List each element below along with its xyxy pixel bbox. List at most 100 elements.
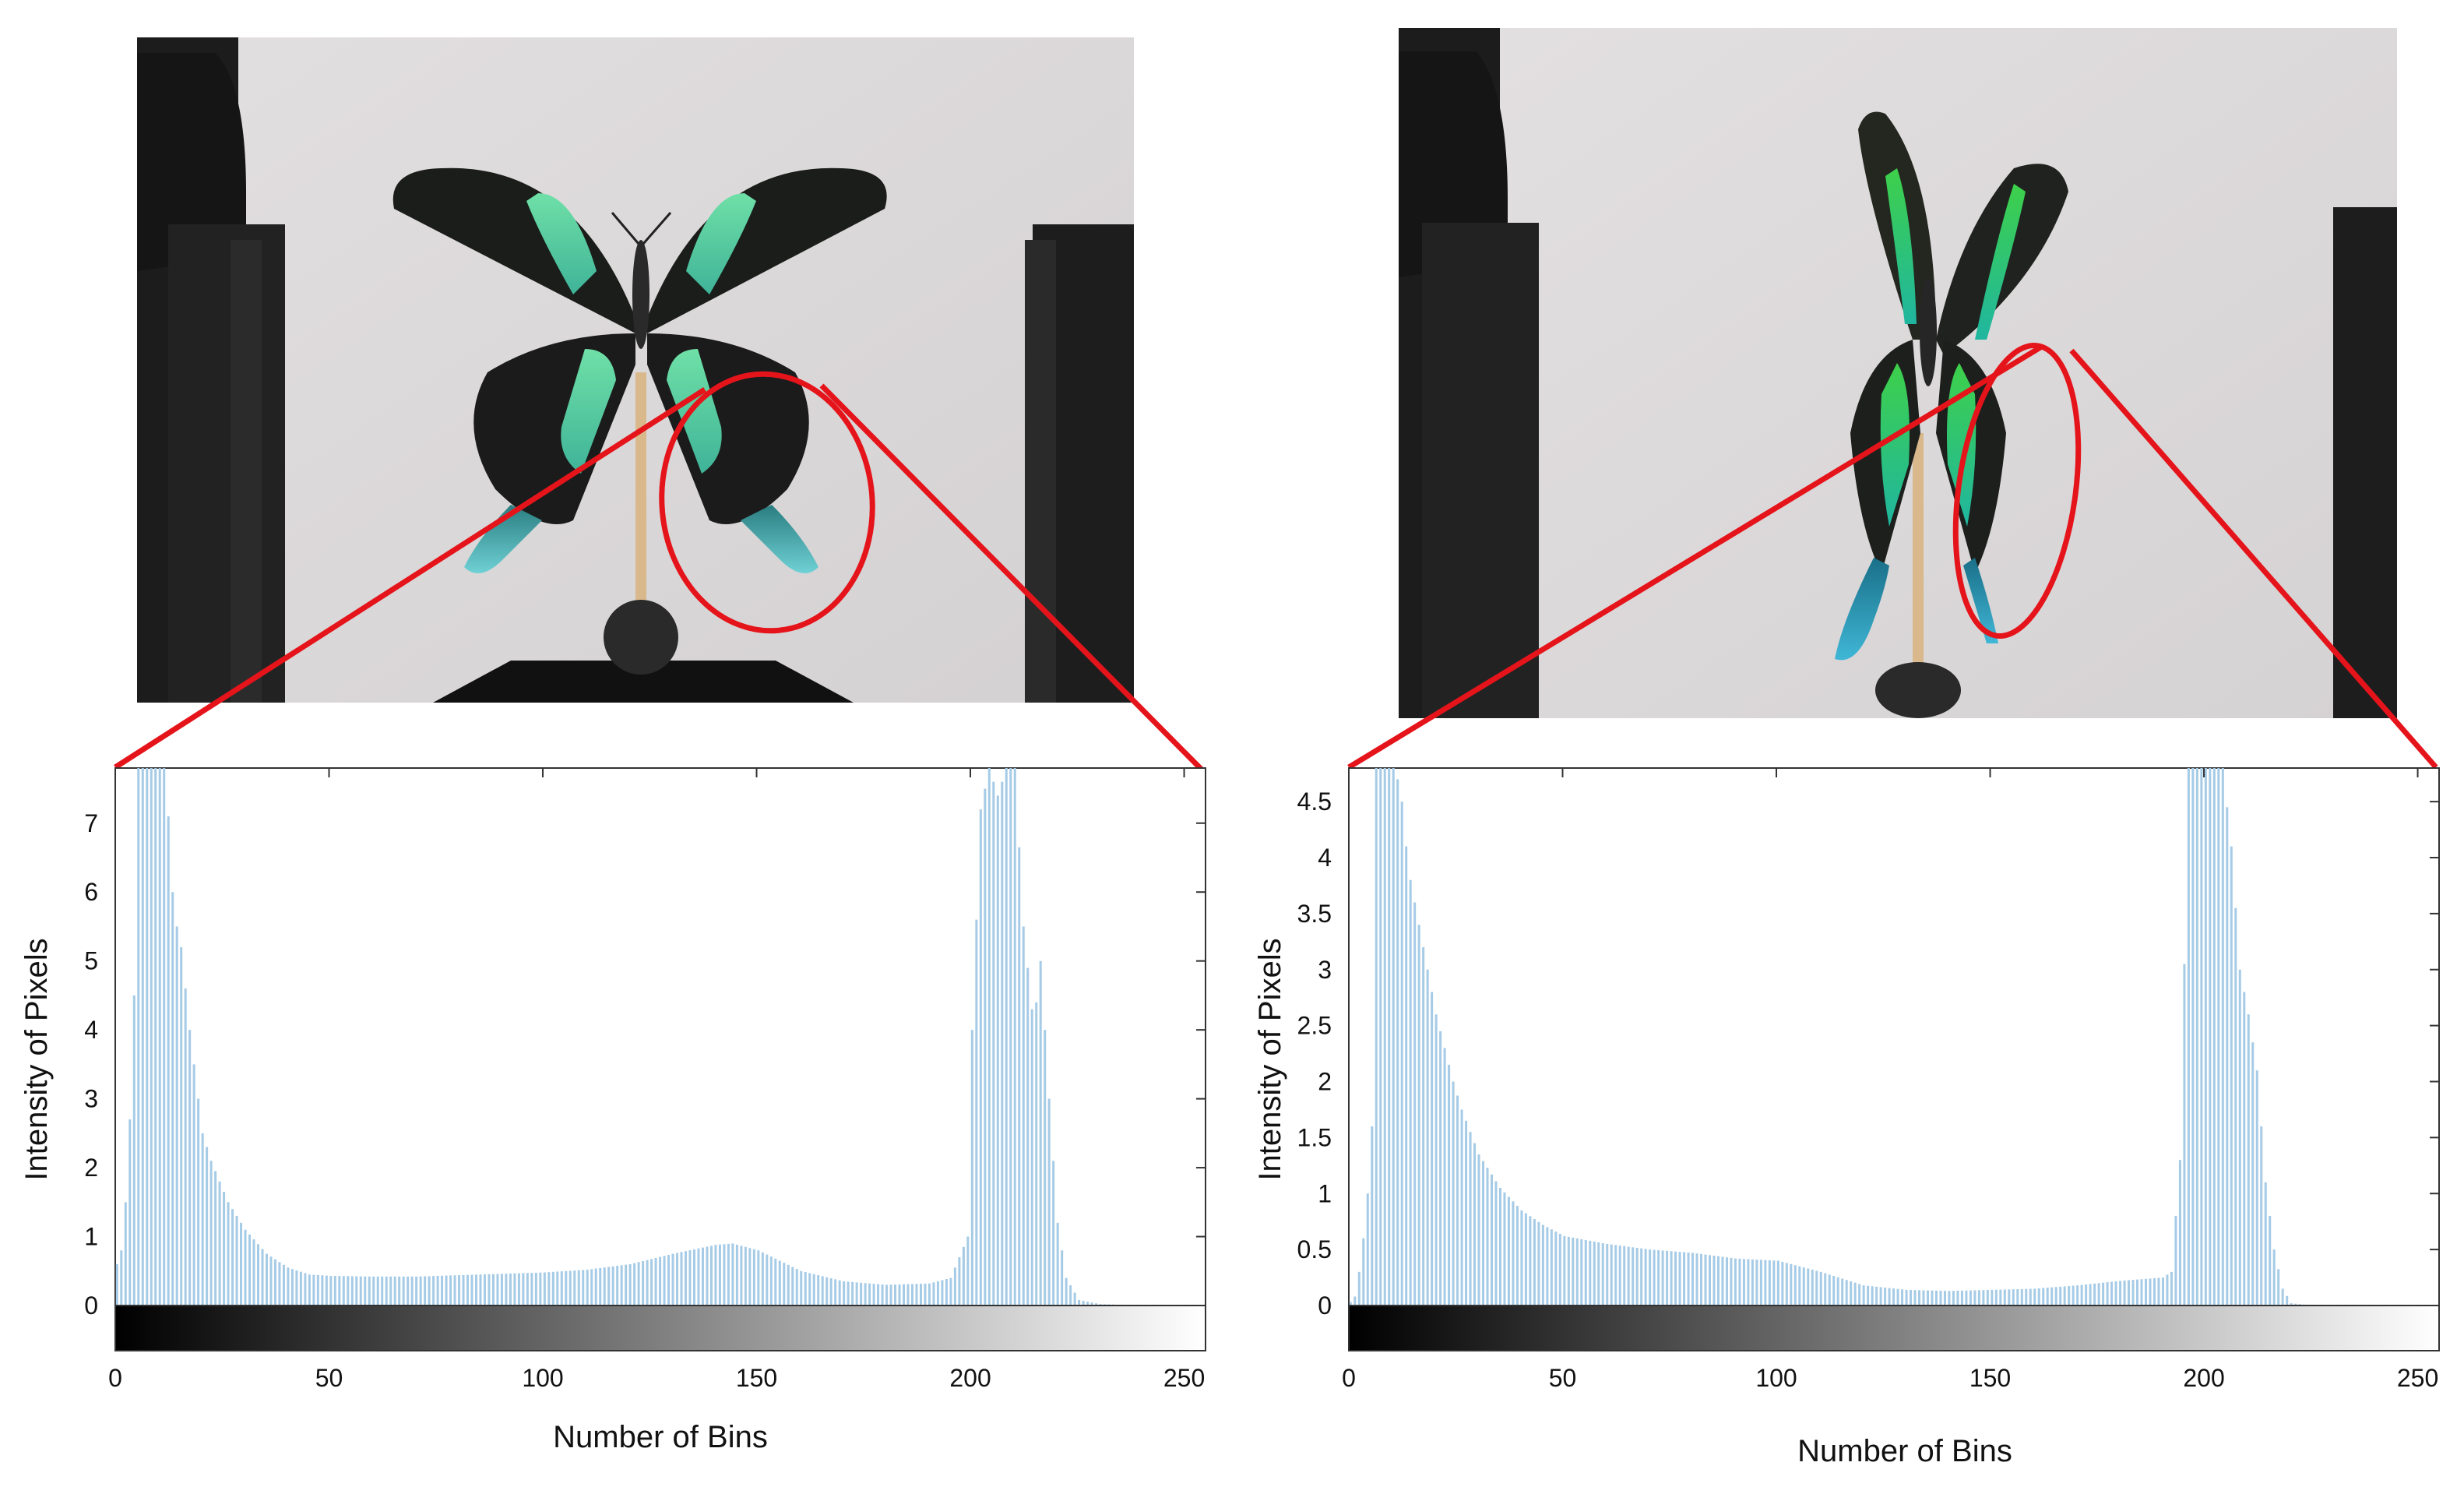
histogram-bar: [701, 1247, 704, 1306]
histogram-bar: [407, 1276, 410, 1306]
histogram-bar: [1858, 1284, 1861, 1306]
histogram-bar: [1589, 1240, 1592, 1306]
histogram-bar: [1764, 1260, 1767, 1306]
histogram-bar: [115, 1263, 118, 1306]
histogram-bar: [132, 995, 136, 1306]
histogram-bar: [269, 1256, 273, 1306]
histogram-bar: [419, 1276, 422, 1306]
histogram-bar: [637, 1262, 640, 1306]
histogram-bar: [2286, 1295, 2289, 1306]
histogram-bar: [769, 1256, 773, 1306]
histogram-bar: [685, 1251, 688, 1306]
histogram-bar: [312, 1274, 315, 1306]
histogram-bar: [1730, 1257, 1733, 1306]
histogram-bar: [2025, 1288, 2028, 1306]
histogram-bar: [287, 1267, 290, 1306]
y-tick-label: 4: [1318, 844, 1332, 872]
histogram-bar: [676, 1253, 679, 1306]
histogram-bar: [436, 1275, 439, 1306]
histogram-bar: [1095, 1303, 1098, 1306]
histogram-bar: [2204, 768, 2207, 1306]
histogram-bar: [2097, 1283, 2100, 1306]
histogram-bar: [2226, 807, 2229, 1306]
histogram-bar: [590, 1269, 593, 1306]
histogram-bar: [2272, 1249, 2276, 1306]
histogram-bar: [1790, 1263, 1793, 1306]
histogram-bar: [192, 1064, 195, 1306]
y-tick-label: 2: [84, 1154, 98, 1182]
histogram-bar: [350, 1276, 354, 1306]
histogram-bar: [2234, 907, 2237, 1306]
histogram-bar: [663, 1256, 666, 1306]
histogram-bar: [256, 1244, 260, 1306]
histogram-bar: [261, 1249, 264, 1306]
histogram-bar: [1533, 1219, 1536, 1306]
histogram-bar: [124, 1202, 127, 1306]
histogram-bar: [633, 1263, 636, 1306]
histogram-bar: [996, 795, 999, 1306]
histogram-bar: [1018, 847, 1021, 1306]
butterfly-photo-right: [1399, 28, 2397, 718]
histogram-bar: [1934, 1290, 1938, 1306]
histogram-bar: [783, 1263, 786, 1306]
histogram-bar: [2238, 969, 2241, 1306]
histogram-bar: [654, 1257, 657, 1306]
histogram-bar: [757, 1250, 760, 1306]
histogram-bar: [778, 1260, 781, 1306]
histogram-bar: [2012, 1289, 2015, 1306]
x-tick-label: 150: [1969, 1364, 2011, 1392]
histogram-bar: [898, 1284, 901, 1306]
histogram-bar: [1529, 1216, 1532, 1306]
histogram-bar: [1383, 768, 1386, 1306]
histogram-bar: [2008, 1289, 2011, 1306]
histogram-bar: [1802, 1267, 1805, 1306]
histogram-bar: [458, 1275, 461, 1306]
histogram-bar: [372, 1276, 375, 1306]
histogram-bar: [1001, 781, 1004, 1306]
histogram-bar: [2042, 1288, 2045, 1306]
histogram-bar: [932, 1282, 935, 1306]
y-tick-label: 1: [84, 1223, 98, 1251]
histogram-bar: [1768, 1260, 1771, 1306]
histogram-bar: [462, 1274, 465, 1306]
histogram-bar: [214, 1171, 217, 1306]
histogram-bar: [573, 1270, 576, 1306]
histogram-bar: [2076, 1285, 2079, 1306]
histogram-bar: [1939, 1291, 1942, 1306]
y-axis-label-left: Intensity of Pixels: [19, 938, 54, 1180]
histogram-bar: [547, 1272, 551, 1306]
histogram-bar: [180, 947, 183, 1306]
histogram-bar: [1086, 1302, 1089, 1306]
histogram-right: 0 0.5 1 1.5 2 2.5 3 3.5 4 4.5 0 50 100 150 200 250 Int…: [1230, 748, 2464, 1487]
histogram-bar: [163, 768, 166, 1306]
histogram-bar: [903, 1284, 906, 1306]
histogram-bar: [1396, 779, 1399, 1306]
histogram-bar: [1700, 1253, 1703, 1306]
histogram-bar: [1828, 1274, 1831, 1306]
x-tick-label: 100: [522, 1364, 563, 1392]
histogram-bar: [1986, 1290, 1989, 1306]
histogram-bar: [1413, 902, 1417, 1306]
histogram-bar: [688, 1250, 692, 1306]
histogram-bar: [290, 1269, 294, 1306]
histogram-bar: [2161, 1277, 2164, 1306]
histogram-bar: [941, 1280, 944, 1306]
y-tick-label: 0: [1318, 1291, 1332, 1320]
histogram-bar: [359, 1276, 362, 1306]
histogram-bar: [1005, 768, 1008, 1306]
histogram-bar: [2131, 1280, 2135, 1306]
histogram-bar: [881, 1284, 884, 1306]
histogram-bar: [748, 1248, 752, 1306]
histogram-bar: [1473, 1143, 1477, 1306]
x-tick-label: 250: [1163, 1364, 1205, 1392]
histogram-bar: [568, 1270, 572, 1306]
y-axis-label-right: Intensity of Pixels: [1253, 938, 1287, 1180]
histogram-bar: [1678, 1252, 1681, 1306]
histogram-bar: [1422, 947, 1425, 1306]
histogram-bar: [1460, 1109, 1463, 1306]
histogram-bar: [1567, 1236, 1570, 1306]
histogram-bar: [1781, 1261, 1784, 1306]
histogram-bar: [565, 1270, 568, 1306]
histogram-bar: [1772, 1260, 1776, 1306]
histogram-bar: [1905, 1289, 1908, 1306]
